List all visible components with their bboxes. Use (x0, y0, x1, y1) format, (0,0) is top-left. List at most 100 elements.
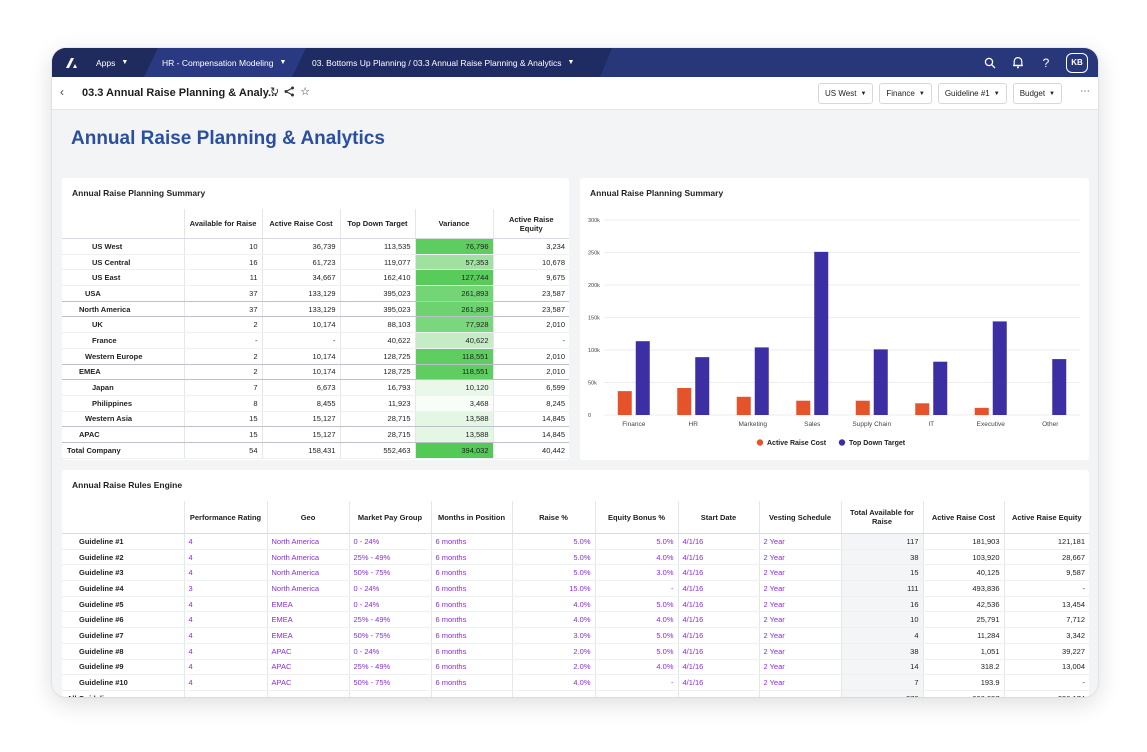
grid-cell[interactable]: 4.0% (594, 659, 678, 676)
row-header[interactable]: EMEA (62, 364, 184, 381)
grid-cell[interactable]: 395,023 (339, 301, 415, 318)
grid-cell[interactable]: 15 (183, 411, 262, 428)
grid-cell[interactable]: 8,245 (492, 395, 569, 412)
grid-cell[interactable]: 3,234 (492, 238, 569, 255)
grid-cell[interactable]: 2 Year (758, 564, 841, 582)
grid-cell[interactable]: 4/1/16 (677, 580, 759, 597)
column-header[interactable]: Equity Bonus % (594, 501, 678, 534)
row-header[interactable]: USA (62, 285, 184, 302)
grid-cell[interactable]: 111 (840, 580, 923, 597)
grid-cell[interactable]: 4.0% (511, 611, 595, 629)
grid-cell[interactable]: 4 (183, 659, 267, 676)
column-header[interactable]: Available for Raise (183, 209, 262, 239)
grid-cell[interactable]: 162,410 (339, 269, 415, 287)
grid-cell[interactable]: 15 (840, 564, 923, 582)
grid-cell[interactable]: APAC (266, 674, 349, 691)
grid-cell[interactable]: 121,181 (1003, 533, 1089, 550)
grid-cell[interactable]: 25% - 49% (348, 659, 431, 676)
grid-cell[interactable]: 11,923 (339, 395, 415, 412)
bar-top-down-target[interactable] (1052, 359, 1067, 415)
grid-cell[interactable]: 7 (183, 379, 262, 396)
grid-cell[interactable]: 4 (183, 564, 267, 582)
grid-cell[interactable]: 2,010 (492, 316, 569, 334)
help-icon[interactable]: ? (1042, 55, 1050, 70)
grid-cell[interactable]: 6 months (430, 611, 512, 629)
grid-cell[interactable]: 119,077 (339, 254, 415, 271)
grid-cell[interactable]: 14 (840, 659, 923, 676)
more-options-icon[interactable]: ⋯ (1080, 86, 1090, 97)
grid-cell[interactable]: 25% - 49% (348, 549, 431, 566)
grid-cell[interactable]: 38 (840, 643, 923, 660)
grid-cell[interactable]: 2 Year (758, 674, 841, 691)
grid-cell[interactable]: 5.0% (594, 596, 678, 613)
grid-cell[interactable]: 2 Year (758, 659, 841, 676)
grid-cell[interactable] (677, 689, 759, 697)
grid-cell[interactable]: 4 (183, 549, 267, 566)
grid-cell[interactable]: 1,051 (922, 643, 1004, 660)
model-menu[interactable]: HR - Compensation Modeling ▼ (144, 48, 322, 77)
grid-cell[interactable]: 88,103 (339, 316, 415, 334)
grid-cell[interactable]: EMEA (266, 627, 349, 644)
grid-cell[interactable]: 193.9 (922, 674, 1004, 691)
row-header[interactable]: Guideline #9 (62, 659, 184, 676)
row-header[interactable]: Guideline #3 (62, 564, 184, 582)
variance-cell[interactable]: 57,353 (414, 254, 493, 271)
grid-cell[interactable]: 2 Year (758, 533, 841, 550)
grid-cell[interactable]: 40,442 (492, 441, 569, 459)
column-header[interactable]: Top Down Target (339, 209, 415, 239)
grid-cell[interactable]: 4.0% (594, 549, 678, 566)
grid-cell[interactable]: 10 (183, 238, 262, 255)
filter-dropdown[interactable]: US West ▼ (818, 83, 874, 104)
row-header[interactable]: Guideline #7 (62, 627, 184, 644)
grid-cell[interactable]: 4 (183, 596, 267, 613)
grid-cell[interactable]: - (594, 674, 678, 691)
variance-cell[interactable]: 40,622 (414, 332, 493, 349)
row-header[interactable]: Japan (62, 379, 184, 396)
filter-dropdown[interactable]: Guideline #1 ▼ (937, 83, 1007, 104)
column-header[interactable]: Months in Position (430, 501, 512, 534)
grid-cell[interactable]: 23,587 (492, 301, 569, 318)
grid-cell[interactable]: 2 Year (758, 627, 841, 644)
grid-cell[interactable]: 6 months (430, 549, 512, 566)
grid-cell[interactable]: 11,284 (922, 627, 1004, 644)
grid-cell[interactable]: 5.0% (594, 643, 678, 660)
bar-active-raise-cost[interactable] (677, 388, 692, 415)
grid-cell[interactable]: 2,010 (492, 364, 569, 381)
grid-cell[interactable]: 4 (183, 627, 267, 644)
grid-cell[interactable]: 7,712 (1003, 611, 1089, 629)
row-header[interactable]: US Central (62, 254, 184, 271)
grid-cell[interactable]: EMEA (266, 596, 349, 613)
grid-cell[interactable]: 10,174 (261, 348, 340, 365)
grid-cell[interactable]: EMEA (266, 611, 349, 629)
filter-dropdown[interactable]: Finance ▼ (879, 83, 932, 104)
grid-cell[interactable]: 900,957 (922, 689, 1004, 697)
grid-cell[interactable]: 50% - 75% (348, 627, 431, 644)
variance-cell[interactable]: 261,893 (414, 301, 493, 318)
sync-icon[interactable]: ↻ (270, 86, 280, 98)
grid-cell[interactable]: 6,599 (492, 379, 569, 396)
grid-cell[interactable]: 318.2 (922, 659, 1004, 676)
bar-active-raise-cost[interactable] (617, 391, 632, 415)
variance-cell[interactable]: 261,893 (414, 285, 493, 302)
row-header[interactable]: North America (62, 301, 184, 318)
grid-cell[interactable]: 14,845 (492, 426, 569, 443)
row-header[interactable]: US West (62, 238, 184, 255)
grid-cell[interactable]: 4 (183, 533, 267, 550)
bar-active-raise-cost[interactable] (855, 400, 870, 415)
row-header[interactable]: Guideline #5 (62, 596, 184, 613)
grid-cell[interactable]: 2 Year (758, 596, 841, 613)
grid-cell[interactable]: 37 (183, 301, 262, 318)
grid-cell[interactable] (758, 689, 841, 697)
grid-cell[interactable]: 54 (183, 441, 262, 459)
column-header[interactable]: Start Date (677, 501, 759, 534)
bar-active-raise-cost[interactable] (796, 400, 811, 415)
grid-cell[interactable]: 2.0% (511, 643, 595, 660)
column-header[interactable]: Vesting Schedule (758, 501, 841, 534)
grid-cell[interactable]: 4/1/16 (677, 643, 759, 660)
grid-cell[interactable]: 2.0% (511, 659, 595, 676)
grid-cell[interactable]: 2 Year (758, 580, 841, 597)
column-header[interactable]: Geo (266, 501, 349, 534)
row-header[interactable]: UK (62, 316, 184, 334)
variance-cell[interactable]: 394,032 (414, 441, 493, 459)
favorite-star-icon[interactable]: ☆ (300, 86, 311, 98)
